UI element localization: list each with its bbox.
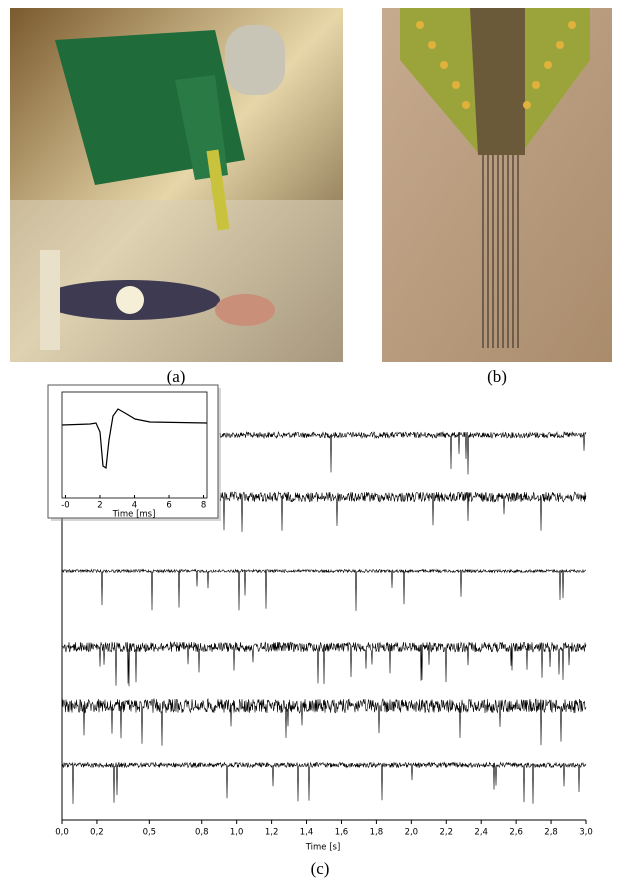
figure: (a) (b) (c) -02468 Time [s] Time [ms] 0,…	[0, 0, 625, 882]
trace	[62, 570, 586, 611]
trace	[62, 642, 586, 686]
trace	[62, 699, 586, 746]
panel-label: (c)	[311, 859, 330, 878]
panel-label: (b)	[487, 367, 507, 386]
x-tick-label: 0,2	[90, 828, 104, 838]
x-tick-label: 0,0	[55, 828, 69, 838]
x-tick-label: 2,6	[509, 828, 523, 838]
x-tick-label: 3,0	[579, 828, 593, 838]
trace	[220, 432, 586, 474]
x-tick-label: 2,0	[405, 828, 419, 838]
photo-a	[10, 8, 343, 362]
x-tick-label: 1,8	[370, 828, 384, 838]
inset-x-tick-label: 6	[166, 501, 171, 511]
x-tick-label: 0,8	[195, 828, 209, 838]
x-tick-label: 1,6	[335, 828, 349, 838]
trace	[62, 763, 586, 804]
x-tick-label: 2,4	[474, 828, 488, 838]
x-tick-label: 1,0	[230, 828, 244, 838]
x-axis-label: Time [s]	[305, 843, 341, 853]
x-tick-label: 2,8	[544, 828, 558, 838]
x-tick-label: 1,2	[265, 828, 279, 838]
inset-x-label: Time [ms]	[112, 510, 156, 520]
x-tick-label: 0,5	[143, 828, 157, 838]
trace	[220, 492, 586, 532]
inset-x-tick-label: 2	[97, 501, 102, 511]
inset-x-tick-label: -0	[61, 501, 69, 511]
photo-b	[382, 8, 612, 362]
inset-x-tick-label: 8	[201, 501, 206, 511]
x-tick-label: 1,4	[300, 828, 314, 838]
panel-label: (a)	[167, 367, 186, 386]
x-tick-label: 2,2	[440, 828, 454, 838]
